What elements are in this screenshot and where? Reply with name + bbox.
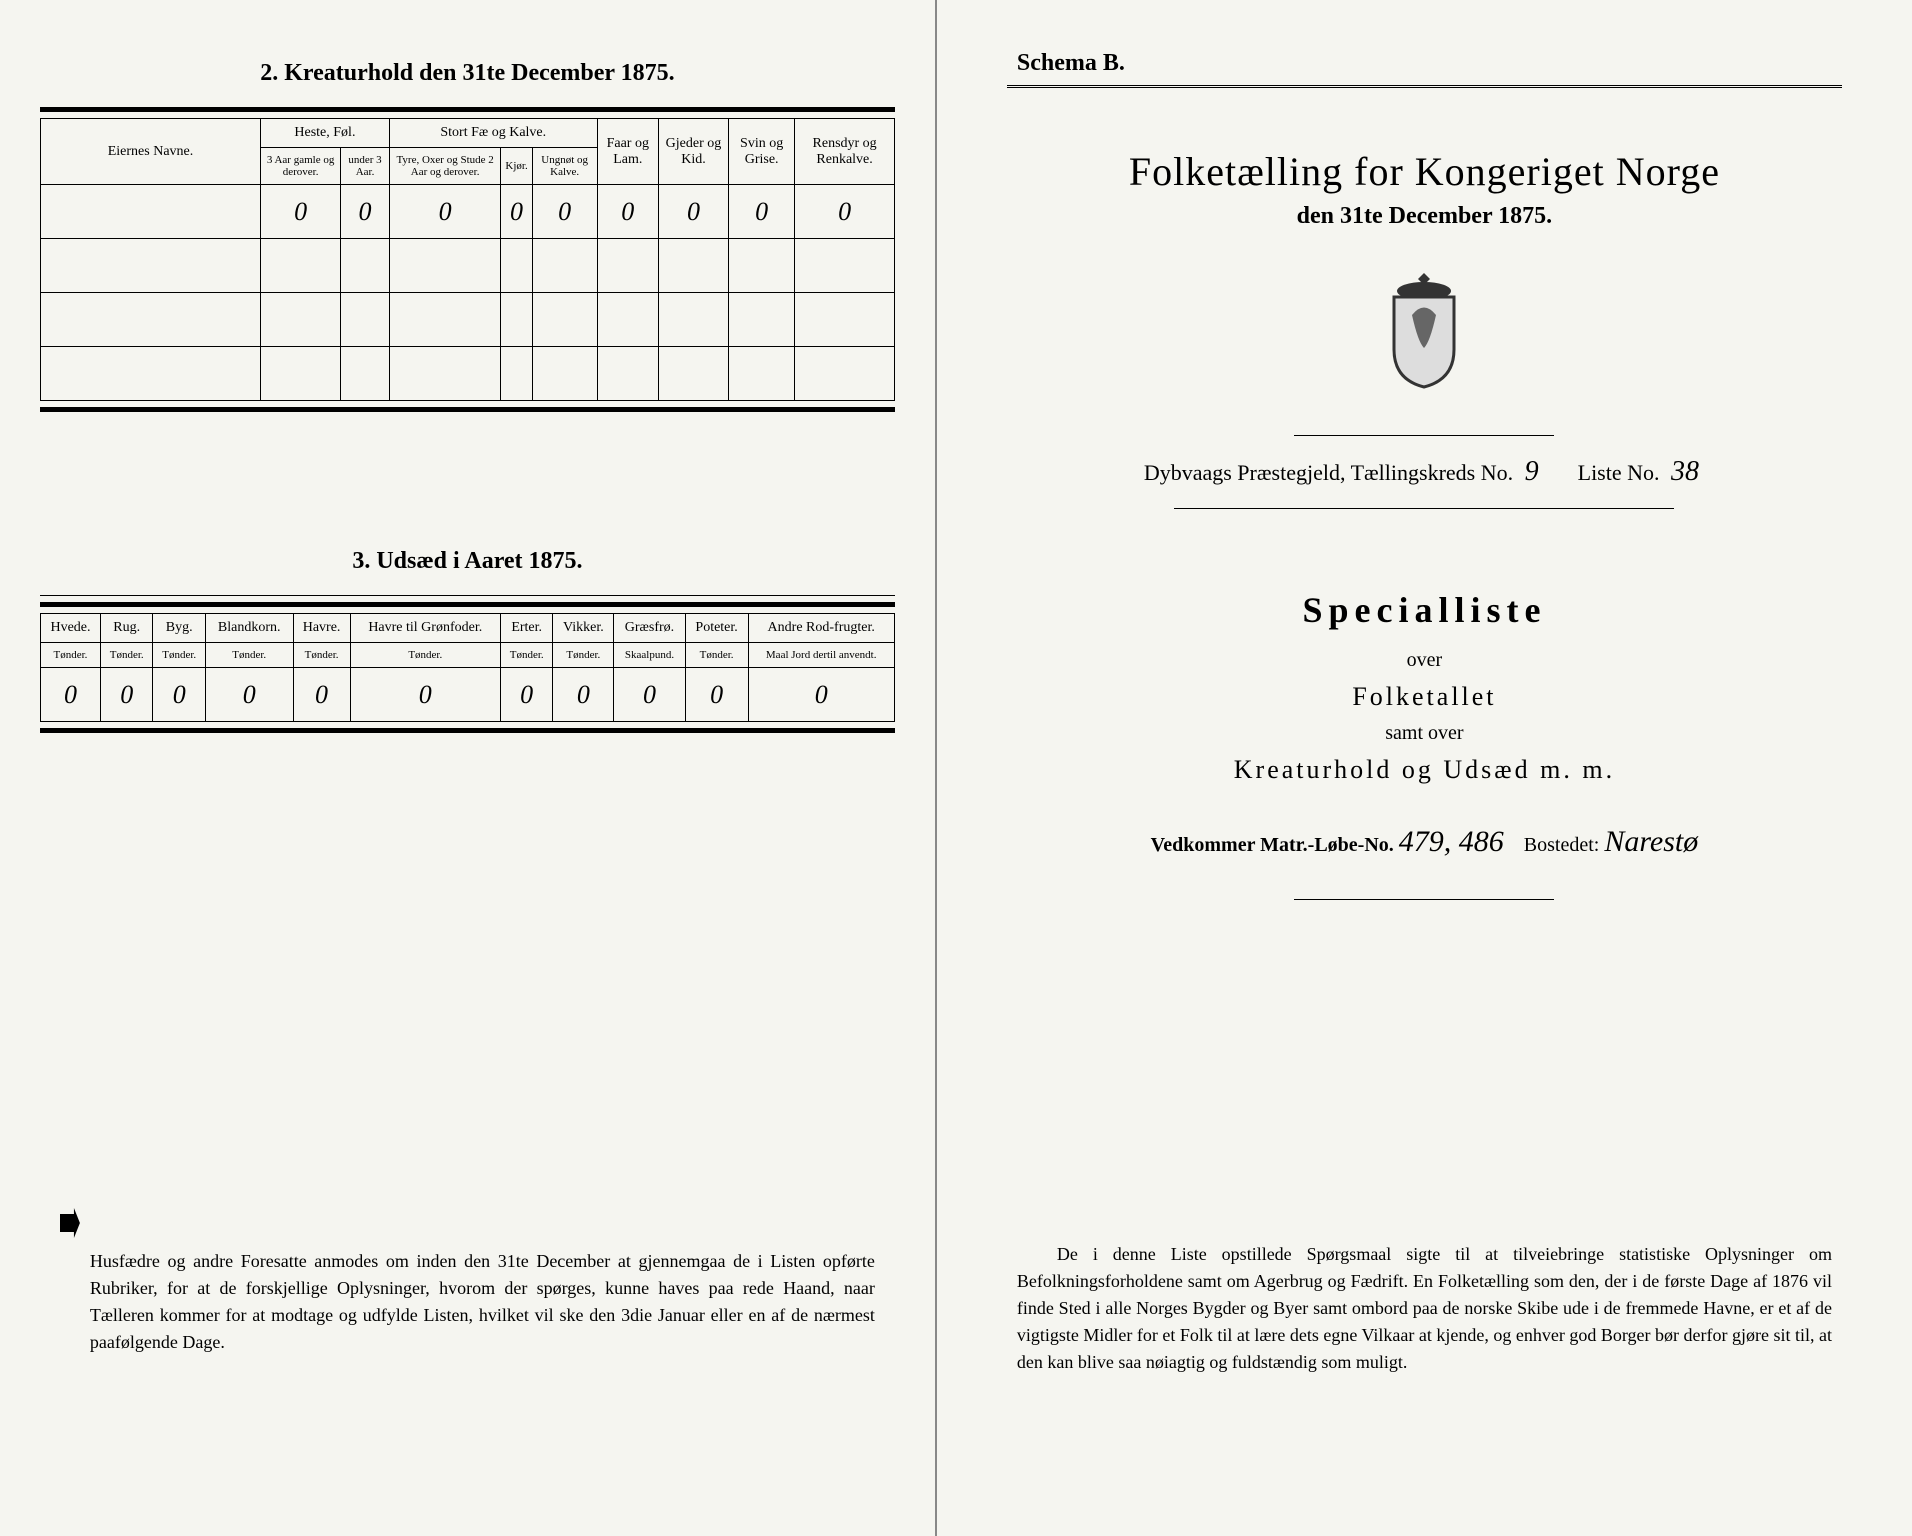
parish-no: 9 (1519, 456, 1545, 487)
rule (1294, 899, 1554, 900)
udsaed-table: Hvede.Rug.Byg.Blandkorn.Havre.Havre til … (40, 613, 895, 722)
sub-heste2: under 3 Aar. (341, 148, 390, 185)
liste-no: 38 (1665, 456, 1705, 487)
cell: 0 (500, 668, 552, 722)
cell: 0 (614, 668, 685, 722)
col-subheader: Tønder. (153, 643, 205, 668)
col-header: Poteter. (685, 614, 748, 643)
col-subheader: Tønder. (500, 643, 552, 668)
bosted: Narestø (1604, 825, 1698, 858)
cell: 0 (748, 668, 894, 722)
col-header: Byg. (153, 614, 205, 643)
coat-of-arms-icon (977, 270, 1872, 395)
rule (1174, 508, 1674, 509)
col-header: Hvede. (41, 614, 101, 643)
over-label: over (977, 649, 1872, 672)
col-eier: Eiernes Navne. (41, 119, 261, 185)
col-subheader: Tønder. (293, 643, 350, 668)
col-faar: Faar og Lam. (597, 119, 658, 185)
table-row (41, 239, 895, 293)
col-header: Græsfrø. (614, 614, 685, 643)
specialliste-title: Specialliste (977, 589, 1872, 631)
cell: 0 (41, 668, 101, 722)
sub-stort2: Kjør. (501, 148, 532, 185)
cell: 0 (100, 668, 152, 722)
kreaturhold-table: Eiernes Navne. Heste, Føl. Stort Fæ og K… (40, 118, 895, 401)
left-footer: Husfædre og andre Foresatte anmodes om i… (60, 1208, 875, 1356)
cell: 0 (205, 668, 293, 722)
table-row (41, 347, 895, 401)
census-title: Folketælling for Kongeriget Norge (977, 148, 1872, 195)
pointer-icon (60, 1208, 80, 1238)
rule (40, 407, 895, 412)
matr-no: 479, 486 (1399, 825, 1504, 858)
matr-line: Vedkommer Matr.-Løbe-No. 479, 486 Bosted… (977, 825, 1872, 859)
rule (40, 728, 895, 733)
table-row: 0 0 0 0 0 0 0 0 0 (41, 185, 895, 239)
col-subheader: Tønder. (685, 643, 748, 668)
rule (40, 595, 895, 596)
rule (40, 602, 895, 607)
col-header: Erter. (500, 614, 552, 643)
col-header: Havre til Grønfoder. (350, 614, 500, 643)
sub-stort1: Tyre, Oxer og Stude 2 Aar og derover. (389, 148, 501, 185)
cell: 0 (553, 668, 614, 722)
schema-label: Schema B. (1017, 50, 1872, 77)
col-header: Andre Rod-frugter. (748, 614, 894, 643)
census-date: den 31te December 1875. (977, 203, 1872, 230)
kreatur-label: Kreaturhold og Udsæd m. m. (977, 755, 1872, 785)
grp-heste: Heste, Føl. (261, 119, 390, 148)
cell: 0 (350, 668, 500, 722)
footer-text: Husfædre og andre Foresatte anmodes om i… (90, 1248, 875, 1356)
cell: 0 (685, 668, 748, 722)
col-gjed: Gjeder og Kid. (658, 119, 728, 185)
section2-title: 2. Kreaturhold den 31te December 1875. (40, 60, 895, 87)
rule (1294, 435, 1554, 436)
footer-text: De i denne Liste opstillede Spørgsmaal s… (1017, 1241, 1832, 1376)
table-row: 00000000000 (41, 668, 895, 722)
col-svin: Svin og Grise. (728, 119, 794, 185)
folketallet-label: Folketallet (977, 682, 1872, 712)
col-header: Blandkorn. (205, 614, 293, 643)
samt-label: samt over (977, 722, 1872, 745)
col-subheader: Tønder. (553, 643, 614, 668)
cell: 0 (153, 668, 205, 722)
grp-stort: Stort Fæ og Kalve. (389, 119, 597, 148)
right-footer: De i denne Liste opstillede Spørgsmaal s… (1017, 1201, 1832, 1376)
cell: 0 (293, 668, 350, 722)
col-subheader: Tønder. (350, 643, 500, 668)
col-subheader: Maal Jord dertil anvendt. (748, 643, 894, 668)
col-subheader: Tønder. (205, 643, 293, 668)
rule (1007, 85, 1842, 88)
parish-line: Dybvaags Præstegjeld, Tællingskreds No. … (977, 456, 1872, 488)
col-header: Havre. (293, 614, 350, 643)
table-row (41, 293, 895, 347)
col-subheader: Tønder. (100, 643, 152, 668)
col-subheader: Skaalpund. (614, 643, 685, 668)
sub-stort3: Ungnøt og Kalve. (532, 148, 597, 185)
sub-heste1: 3 Aar gamle og derover. (261, 148, 341, 185)
section3-title: 3. Udsæd i Aaret 1875. (40, 548, 895, 575)
col-ren: Rensdyr og Renkalve. (795, 119, 895, 185)
col-subheader: Tønder. (41, 643, 101, 668)
left-page: 2. Kreaturhold den 31te December 1875. E… (0, 0, 937, 1536)
right-page: Schema B. Folketælling for Kongeriget No… (937, 0, 1912, 1536)
col-header: Vikker. (553, 614, 614, 643)
rule (40, 107, 895, 112)
col-header: Rug. (100, 614, 152, 643)
